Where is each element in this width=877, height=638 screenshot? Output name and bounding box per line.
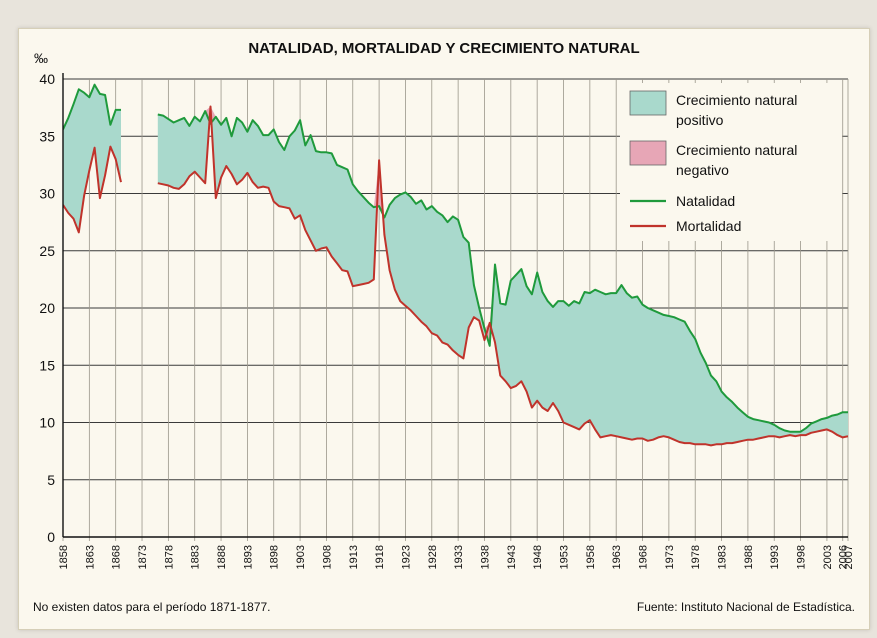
x-tick-label: 1933 xyxy=(453,545,465,569)
y-axis-unit: ‰ xyxy=(34,50,48,66)
y-tick-label: 20 xyxy=(39,300,55,316)
x-tick-label: 1903 xyxy=(295,545,307,569)
legend-label-mortalidad: Mortalidad xyxy=(676,218,741,234)
legend-label-negative: Crecimiento natural negativo xyxy=(676,142,797,178)
legend-label-natalidad: Natalidad xyxy=(676,193,735,209)
x-tick-label: 1938 xyxy=(479,545,491,569)
x-tick-label: 1988 xyxy=(743,545,755,569)
natalidad-line xyxy=(63,83,121,130)
x-tick-label: 1893 xyxy=(242,545,254,569)
mortalidad-line xyxy=(63,145,122,234)
y-tick-label: 10 xyxy=(39,415,55,431)
x-tick-label: 2003 xyxy=(822,545,834,569)
x-tick-label: 2007 xyxy=(843,545,855,569)
legend-label-positive: Crecimiento natural positivo xyxy=(676,92,797,128)
y-tick-label: 35 xyxy=(39,128,55,144)
y-tick-label: 40 xyxy=(39,71,55,87)
x-tick-label: 1873 xyxy=(137,545,149,569)
series-lines xyxy=(63,83,848,447)
y-tick-label: 30 xyxy=(39,186,55,202)
x-tick-label: 1918 xyxy=(374,545,386,569)
x-tick-label: 1913 xyxy=(348,545,360,569)
positive-growth-area xyxy=(157,106,848,446)
chart-title: NATALIDAD, MORTALIDAD Y CRECIMIENTO NATU… xyxy=(248,40,639,57)
legend-swatch-negative xyxy=(629,140,667,166)
x-tick-label: 1908 xyxy=(321,545,333,569)
natalidad-line xyxy=(157,110,848,433)
x-tick-label: 1998 xyxy=(796,545,808,569)
x-tick-label: 1863 xyxy=(84,545,96,569)
x-tick-label: 1878 xyxy=(163,545,175,569)
x-tick-label: 1883 xyxy=(190,545,202,569)
axes: 0 5 10 15 20 25 30 35 40 1858 1863 1868 1873 1878 1883… xyxy=(39,71,855,569)
legend-swatch-positive xyxy=(629,90,667,116)
x-tick-label: 1953 xyxy=(559,545,571,569)
x-tick-label: 1978 xyxy=(690,545,702,569)
mortalidad-line xyxy=(157,105,848,447)
x-tick-label: 1888 xyxy=(216,545,228,569)
footnote-source: Fuente: Instituto Nacional de Estadístic… xyxy=(636,600,855,614)
x-tick-label: 1958 xyxy=(585,545,597,569)
y-tick-label: 25 xyxy=(39,243,55,259)
legend: Crecimiento natural positivo Crecimiento n… xyxy=(620,83,842,241)
chart-svg: NATALIDAD, MORTALIDAD Y CRECIMIENTO NATU… xyxy=(34,40,855,569)
x-tick-label: 1928 xyxy=(427,545,439,569)
y-tick-label: 0 xyxy=(47,529,55,545)
x-tick-label: 1868 xyxy=(111,545,123,569)
chart-panel: NATALIDAD, MORTALIDAD Y CRECIMIENTO NATU… xyxy=(18,28,870,630)
y-tick-label: 15 xyxy=(39,357,55,373)
x-tick-label: 1968 xyxy=(638,545,650,569)
x-tick-label: 1993 xyxy=(769,545,781,569)
x-tick-label: 1973 xyxy=(664,545,676,569)
x-tick-label: 1943 xyxy=(506,545,518,569)
x-tick-label: 1963 xyxy=(611,545,623,569)
x-tick-label: 1923 xyxy=(400,545,412,569)
x-tick-label: 2006 xyxy=(838,545,850,569)
y-tick-label: 5 xyxy=(47,472,55,488)
footnote-no-data: No existen datos para el período 1871-18… xyxy=(33,600,271,614)
x-tick-label: 1983 xyxy=(717,545,729,569)
x-tick-label: 1898 xyxy=(269,545,281,569)
x-tick-label: 1948 xyxy=(532,545,544,569)
x-tick-label: 1858 xyxy=(58,545,70,569)
